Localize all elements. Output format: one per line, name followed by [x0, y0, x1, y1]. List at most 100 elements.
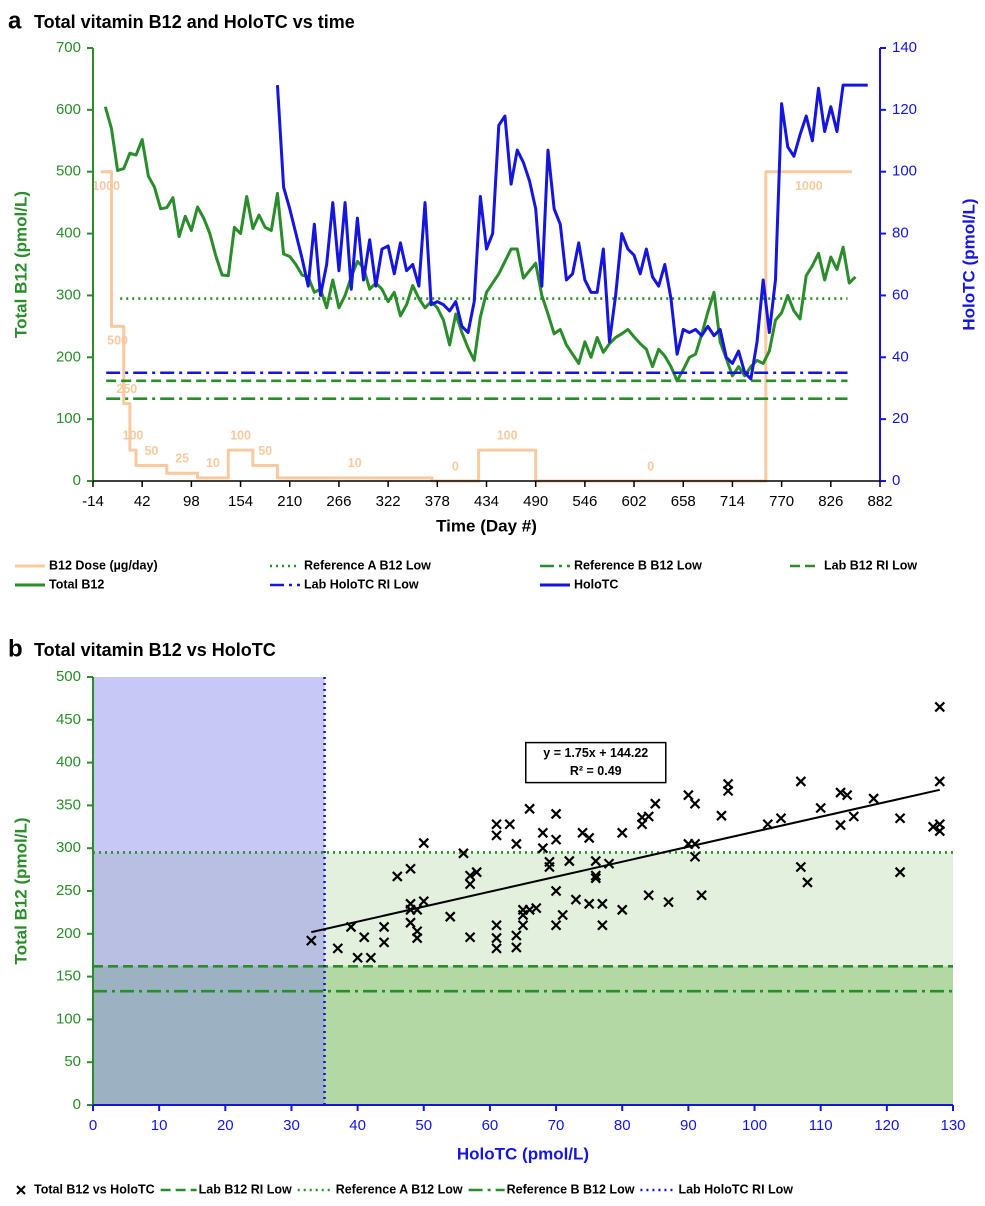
- scatter-point: [405, 863, 416, 875]
- scatter-point: [835, 819, 846, 831]
- x-tick-label: 0: [89, 1117, 97, 1134]
- shaded-region: [93, 966, 953, 1105]
- scatter-point: [550, 919, 562, 931]
- value-label: 1000: [795, 179, 823, 193]
- x-tick-label: 70: [548, 1117, 565, 1134]
- scatter-point: [643, 890, 654, 901]
- scatter-point: [491, 830, 502, 841]
- scatter-point: [378, 937, 390, 948]
- value-label: 10: [348, 456, 362, 470]
- scatter-point: [835, 787, 846, 798]
- x-axis-title: Time (Day #): [436, 516, 537, 535]
- scatter-point: [696, 890, 707, 901]
- y-tick-label: 250: [56, 882, 81, 899]
- scatter-point: [683, 789, 694, 801]
- scatter-point: [511, 942, 522, 953]
- value-label: 50: [258, 444, 272, 458]
- scatter-point: [352, 952, 363, 964]
- x-tick-label: 42: [134, 493, 151, 510]
- value-label: 0: [647, 459, 654, 473]
- scatter-point: [663, 896, 674, 908]
- x-tick-label: 110: [809, 1117, 833, 1134]
- x-tick-label: 490: [523, 493, 548, 510]
- x-tick-label: 266: [326, 493, 351, 510]
- x-tick-label: 10: [151, 1117, 168, 1134]
- value-label: 10: [206, 456, 220, 470]
- scatter-point: [689, 798, 701, 809]
- scatter-point: [616, 827, 628, 839]
- scatter-point: [716, 810, 727, 821]
- x-tick-label: 546: [572, 493, 597, 510]
- scatter-point: [802, 877, 813, 888]
- equation: y = 1.75x + 144.22: [543, 746, 648, 760]
- scatter-point: [392, 871, 403, 882]
- y2-tick-label: 120: [892, 101, 917, 118]
- value-label: 100: [230, 428, 251, 442]
- x-tick-label: 210: [277, 493, 302, 510]
- scatter-point: [550, 834, 562, 845]
- value-label: 1000: [92, 179, 120, 193]
- x-tick-label: 120: [874, 1117, 899, 1134]
- scatter-point: [378, 921, 390, 933]
- equation-box: [525, 741, 667, 784]
- x-tick-label: 30: [283, 1117, 300, 1134]
- scatter-point: [643, 811, 654, 822]
- y-tick-label: 100: [56, 1010, 81, 1027]
- scatter-point: [358, 931, 370, 943]
- scatter-point: [418, 837, 430, 849]
- x-tick-label: 50: [415, 1117, 432, 1134]
- scatter-point: [590, 870, 602, 881]
- scatter-point: [564, 855, 575, 867]
- y-tick-label: 100: [56, 410, 81, 427]
- value-label: 50: [144, 444, 158, 458]
- panel-label: b: [8, 635, 23, 662]
- scatter-point: [491, 919, 502, 931]
- scatter-point: [511, 930, 522, 941]
- scatter-point: [418, 895, 430, 907]
- series-line: [100, 170, 852, 483]
- x-tick-label: -14: [82, 493, 104, 510]
- scatter-point: [583, 898, 595, 910]
- scatter-point: [517, 919, 529, 931]
- y2-tick-label: 80: [892, 225, 909, 242]
- legend-label: Lab B12 RI Low: [824, 558, 917, 572]
- value-label: 100: [497, 428, 518, 442]
- value-label: 0: [452, 459, 459, 473]
- scatter-point: [444, 911, 456, 922]
- legend-label: Lab HoloTC RI Low: [678, 1182, 793, 1196]
- scatter-point: [544, 856, 555, 868]
- y2-tick-label: 0: [892, 472, 900, 489]
- scatter-point: [689, 838, 701, 850]
- scatter-point: [722, 778, 734, 790]
- scatter-point: [491, 818, 502, 830]
- scatter-point: [848, 811, 860, 822]
- y-tick-label: 0: [73, 472, 81, 489]
- y-tick-label: 350: [56, 796, 81, 813]
- legend-label: Reference B B12 Low: [507, 1182, 635, 1196]
- y-tick-label: 300: [56, 839, 81, 856]
- scatter-point: [934, 825, 946, 837]
- scatter-point: [411, 932, 423, 944]
- scatter-point: [550, 808, 562, 820]
- x-tick-label: 90: [680, 1117, 697, 1134]
- scatter-point: [795, 861, 807, 873]
- x-tick-label: 60: [482, 1117, 499, 1134]
- y-axis-title: Total B12 (pmol/L): [11, 817, 30, 964]
- scatter-point: [815, 802, 826, 814]
- scatter-point: [590, 872, 602, 884]
- scatter-point: [597, 898, 608, 910]
- x-tick-label: 826: [818, 493, 843, 510]
- scatter-point: [841, 789, 853, 801]
- scatter-point: [491, 932, 502, 944]
- scatter-point: [464, 931, 476, 943]
- x-tick-label: 322: [376, 493, 401, 510]
- y-tick-label: 400: [56, 225, 81, 242]
- y-tick-label: 450: [56, 711, 81, 728]
- x-tick-label: 770: [769, 493, 794, 510]
- scatter-point: [795, 776, 807, 787]
- scatter-point: [868, 793, 879, 804]
- scatter-point: [537, 827, 549, 839]
- x-tick-label: 602: [622, 493, 647, 510]
- legend-label: B12 Dose (µg/day): [49, 558, 158, 572]
